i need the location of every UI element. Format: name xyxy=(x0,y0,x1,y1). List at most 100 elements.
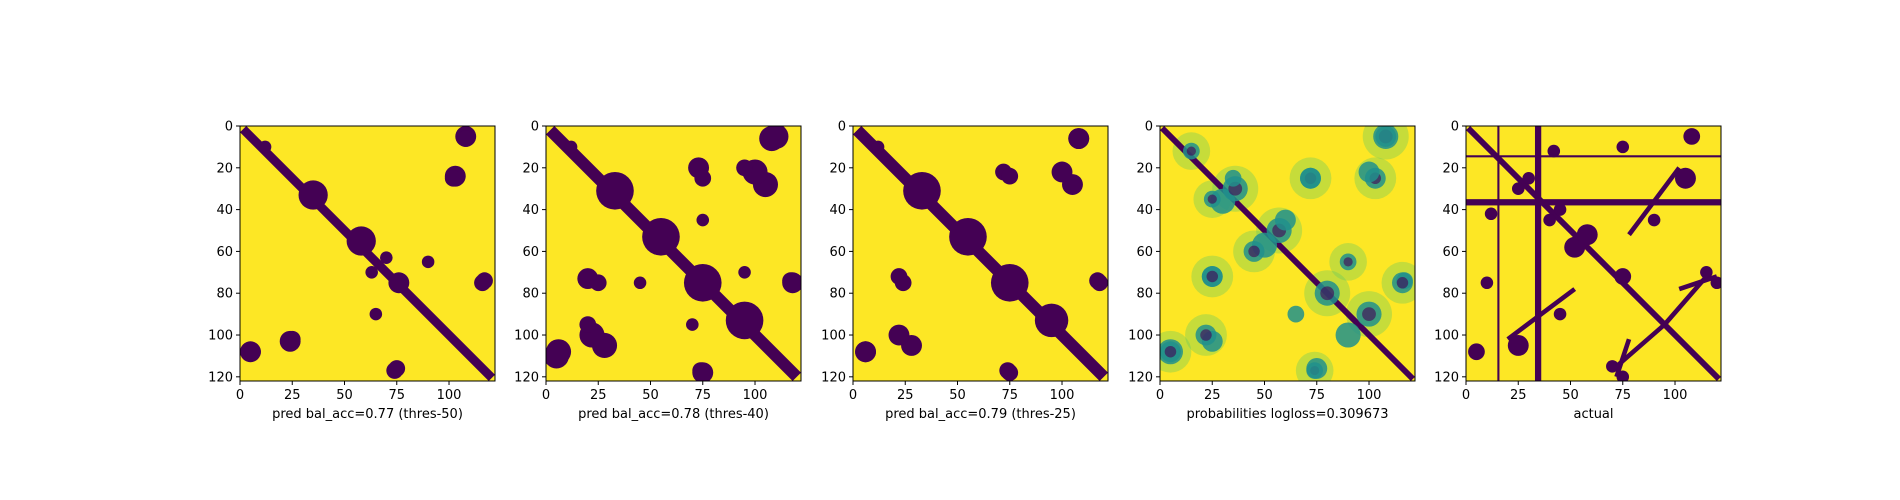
y-tick-label: 60 xyxy=(1442,245,1459,260)
contact-blob xyxy=(1614,268,1632,285)
x-tick-label: 0 xyxy=(542,388,550,403)
contact-blob-mirror xyxy=(1553,203,1567,216)
prob-core xyxy=(1206,270,1219,283)
contact-blob-mirror xyxy=(1375,126,1397,147)
contact-blob xyxy=(949,217,987,256)
y-tick-label: 20 xyxy=(216,161,233,176)
y-tick-label: 100 xyxy=(821,329,846,344)
contact-blob-mirror xyxy=(1335,322,1361,348)
contact-blob xyxy=(388,272,410,294)
contact-blob xyxy=(1606,360,1619,373)
contact-blob xyxy=(1543,213,1556,227)
contact-blob xyxy=(283,330,301,348)
y-tick-label: 40 xyxy=(522,203,539,218)
contact-blob xyxy=(1616,140,1630,154)
y-tick-label: 40 xyxy=(216,203,233,218)
contact-blob xyxy=(990,263,1029,302)
heatmap-panel-2: 0 25 50 75 100 0 20 40 60 80 100 120 pred bal_acc=0.… xyxy=(514,120,802,422)
y-tick-label: 120 xyxy=(514,370,539,385)
panel-xlabel: probabilities logloss=0.309673 xyxy=(1186,407,1388,422)
heatmap-panel-1: 0 25 50 75 100 0 20 40 60 80 100 120 pred bal_acc=0.… xyxy=(208,120,496,422)
x-tick-label: 75 xyxy=(1614,388,1631,403)
contact-blob xyxy=(871,140,885,154)
contact-blob xyxy=(642,217,680,256)
contact-blob xyxy=(1470,345,1483,359)
x-tick-label: 100 xyxy=(1663,388,1688,403)
contact-blob-mirror xyxy=(1358,161,1380,183)
x-tick-label: 75 xyxy=(694,388,711,403)
contact-blob-mirror xyxy=(694,169,712,187)
x-tick-label: 25 xyxy=(897,388,914,403)
contact-blob xyxy=(903,171,941,210)
heatmap-panel-3: 0 25 50 75 100 0 20 40 60 80 100 120 pred bal_acc=0.… xyxy=(821,120,1109,422)
contact-blob xyxy=(683,263,722,302)
x-tick-label: 50 xyxy=(1256,388,1273,403)
contact-blob-mirror xyxy=(692,362,714,381)
contact-blob-mirror xyxy=(1051,161,1073,183)
x-tick-label: 75 xyxy=(1308,388,1325,403)
contact-blob-mirror xyxy=(369,307,383,321)
contact-blob-mirror xyxy=(1001,167,1019,185)
x-tick-label: 50 xyxy=(949,388,966,403)
heatmap-cells xyxy=(546,126,801,381)
contact-blob-mirror xyxy=(1274,209,1296,231)
contact-blob xyxy=(474,274,491,292)
prob-core xyxy=(1207,194,1217,204)
prob-core xyxy=(1186,146,1196,156)
x-tick-label: 25 xyxy=(1204,388,1221,403)
contact-blob-mirror xyxy=(1224,169,1242,187)
y-tick-label: 40 xyxy=(1136,203,1153,218)
y-tick-label: 60 xyxy=(829,245,846,260)
contact-arm xyxy=(1614,322,1667,369)
contact-blob-mirror xyxy=(1547,144,1561,158)
heatmap-cells xyxy=(1160,126,1415,381)
contact-blob xyxy=(421,255,435,269)
contact-blob-mirror xyxy=(1480,276,1494,290)
prob-core xyxy=(1164,345,1177,358)
prob-core xyxy=(1320,286,1335,301)
contact-blob-mirror xyxy=(579,316,597,333)
y-tick-label: 120 xyxy=(208,370,233,385)
contact-blob-mirror xyxy=(1685,130,1699,143)
contact-blob-mirror xyxy=(1511,182,1525,195)
contact-blob xyxy=(596,171,634,210)
x-tick-label: 0 xyxy=(849,388,857,403)
contact-blob xyxy=(589,274,607,292)
panels: 0 25 50 75 100 0 20 40 60 80 100 120 pred bal_acc=0.… xyxy=(208,120,1722,422)
contact-blob xyxy=(686,318,699,331)
heatmap-cells xyxy=(853,126,1108,381)
contact-blob xyxy=(380,251,393,264)
panel-xlabel: pred bal_acc=0.78 (thres-40) xyxy=(578,407,769,422)
horizontal-stripe xyxy=(1466,155,1721,158)
contact-blob-mirror xyxy=(365,266,378,279)
prob-core xyxy=(1248,245,1260,258)
contact-blob xyxy=(298,180,328,210)
panel-xlabel: actual xyxy=(1573,407,1613,422)
y-tick-label: 80 xyxy=(522,287,539,302)
contact-blob xyxy=(346,226,376,256)
contact-blob-mirror xyxy=(1700,266,1713,279)
contact-blob-mirror xyxy=(738,266,751,279)
contact-blob-mirror xyxy=(1306,358,1328,379)
y-tick-label: 0 xyxy=(1451,120,1459,135)
x-tick-label: 100 xyxy=(437,388,462,403)
y-tick-label: 0 xyxy=(225,120,233,135)
x-tick-label: 25 xyxy=(590,388,607,403)
contact-blob xyxy=(736,159,753,177)
axes-frame xyxy=(852,125,1109,382)
x-tick-label: 50 xyxy=(336,388,353,403)
y-tick-label: 80 xyxy=(1136,287,1153,302)
x-tick-label: 0 xyxy=(1156,388,1164,403)
axes-frame xyxy=(1159,125,1416,382)
prob-core xyxy=(1362,307,1376,322)
contact-blob-mirror xyxy=(1001,364,1019,381)
diagonal-band xyxy=(1466,126,1721,381)
axes-frame xyxy=(239,125,496,382)
x-tick-label: 100 xyxy=(743,388,768,403)
contact-blob-mirror xyxy=(1068,128,1090,149)
contact-blob xyxy=(855,341,876,363)
prob-core xyxy=(1343,257,1353,267)
y-tick-label: 60 xyxy=(216,245,233,260)
y-tick-label: 20 xyxy=(522,161,539,176)
contact-blob xyxy=(546,343,569,369)
